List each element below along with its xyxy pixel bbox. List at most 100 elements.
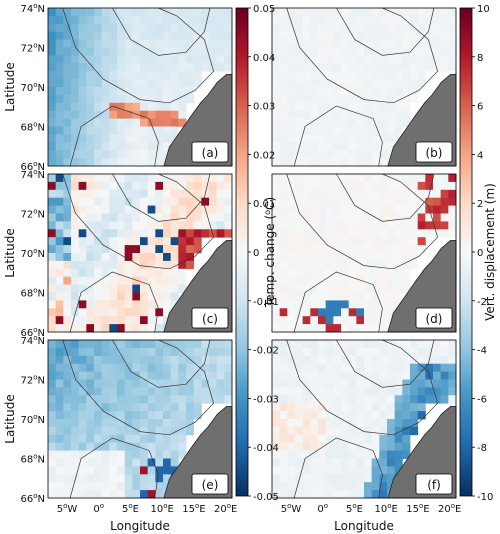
heat-cell — [132, 189, 141, 199]
heat-cell — [371, 434, 380, 444]
heat-cell — [302, 482, 311, 491]
heat-cell — [209, 55, 218, 64]
heat-cell — [364, 94, 373, 104]
heat-cell — [425, 55, 434, 64]
heat-cell — [302, 308, 311, 317]
heat-cell — [371, 308, 380, 317]
depth-contour — [336, 339, 435, 388]
heat-cell — [287, 276, 296, 285]
heat-cell — [124, 347, 133, 357]
heat-cell — [86, 126, 95, 135]
heat-cell — [170, 205, 179, 214]
heat-cell — [410, 79, 419, 88]
heat-cell — [109, 63, 118, 72]
heat-cell — [287, 371, 296, 380]
x-tick-label: 5oE — [346, 502, 363, 515]
heat-cell — [371, 102, 380, 112]
heat-cell — [86, 8, 95, 17]
heat-cell — [279, 189, 288, 199]
heat-cell — [147, 15, 156, 25]
heat-cell — [402, 371, 411, 380]
heat-cell — [117, 39, 126, 48]
heat-cell — [63, 205, 72, 214]
heat-cell — [86, 300, 95, 309]
heat-cell — [341, 189, 350, 199]
heat-cell — [124, 142, 133, 151]
heat-cell — [155, 221, 164, 230]
heat-cell — [117, 316, 126, 325]
heat-cell — [101, 31, 110, 40]
heat-cell — [163, 245, 172, 254]
heat-cell — [163, 181, 172, 191]
heat-cell — [186, 87, 195, 96]
heat-cell — [425, 47, 434, 56]
heat-cell — [417, 403, 426, 412]
heat-cell — [356, 292, 365, 301]
heat-cell — [287, 87, 296, 96]
heat-cell — [117, 126, 126, 135]
heat-cell — [295, 260, 304, 270]
heat-cell — [86, 181, 95, 191]
heat-cell — [178, 71, 187, 80]
heat-cell — [341, 371, 350, 380]
heat-cell — [356, 363, 365, 372]
heat-cell — [86, 134, 95, 143]
heat-cell — [63, 371, 72, 380]
heat-cell — [170, 276, 179, 285]
heat-cell — [48, 31, 57, 40]
heat-cell — [295, 55, 304, 64]
heat-cell — [341, 94, 350, 104]
heat-cell — [55, 189, 64, 199]
heat-cell — [302, 245, 311, 254]
heat-cell — [117, 260, 126, 270]
heat-cell — [302, 79, 311, 88]
heat-cell — [287, 237, 296, 246]
heatmap-cells — [272, 8, 457, 167]
heat-cell — [356, 268, 365, 278]
heat-cell — [155, 324, 164, 333]
heat-cell — [333, 134, 342, 143]
heat-cell — [48, 316, 57, 325]
heat-cell — [348, 118, 357, 127]
heat-cell — [155, 347, 164, 357]
heat-cell — [364, 8, 373, 17]
heat-cell — [155, 450, 164, 459]
heat-cell — [109, 466, 118, 475]
heat-cell — [147, 39, 156, 48]
heat-cell — [132, 292, 141, 301]
heat-cell — [394, 110, 403, 119]
heat-cell — [356, 213, 365, 222]
heat-cell — [147, 340, 156, 349]
heat-cell — [163, 308, 172, 317]
heat-cell — [356, 71, 365, 80]
y-tick-label: 74oN — [20, 168, 45, 181]
heat-cell — [163, 134, 172, 143]
heat-cell — [302, 126, 311, 135]
heat-cell — [348, 205, 357, 214]
heat-cell — [356, 347, 365, 357]
heat-cell — [163, 442, 172, 451]
heat-cell — [94, 15, 103, 25]
heat-cell — [209, 229, 218, 238]
heat-cell — [295, 134, 304, 143]
heat-cell — [78, 23, 87, 33]
heat-cell — [186, 174, 195, 183]
heat-cell — [417, 363, 426, 372]
heat-cell — [341, 213, 350, 222]
heat-cell — [341, 419, 350, 428]
heat-cell — [109, 268, 118, 278]
heat-cell — [387, 94, 396, 104]
heat-cell — [155, 340, 164, 349]
heat-cell — [341, 442, 350, 451]
heat-cell — [402, 268, 411, 278]
heat-cell — [71, 403, 80, 412]
heat-cell — [78, 316, 87, 325]
axes-layer: 74oN72oN70oN68oN66oNLatitude74oN72oN70oN… — [3, 2, 461, 533]
heat-cell — [170, 213, 179, 222]
heat-cell — [425, 197, 434, 206]
heat-cell — [318, 450, 327, 459]
heat-cell — [325, 23, 334, 33]
heat-cell — [101, 102, 110, 112]
heat-cell — [78, 474, 87, 483]
heat-cell — [394, 403, 403, 412]
